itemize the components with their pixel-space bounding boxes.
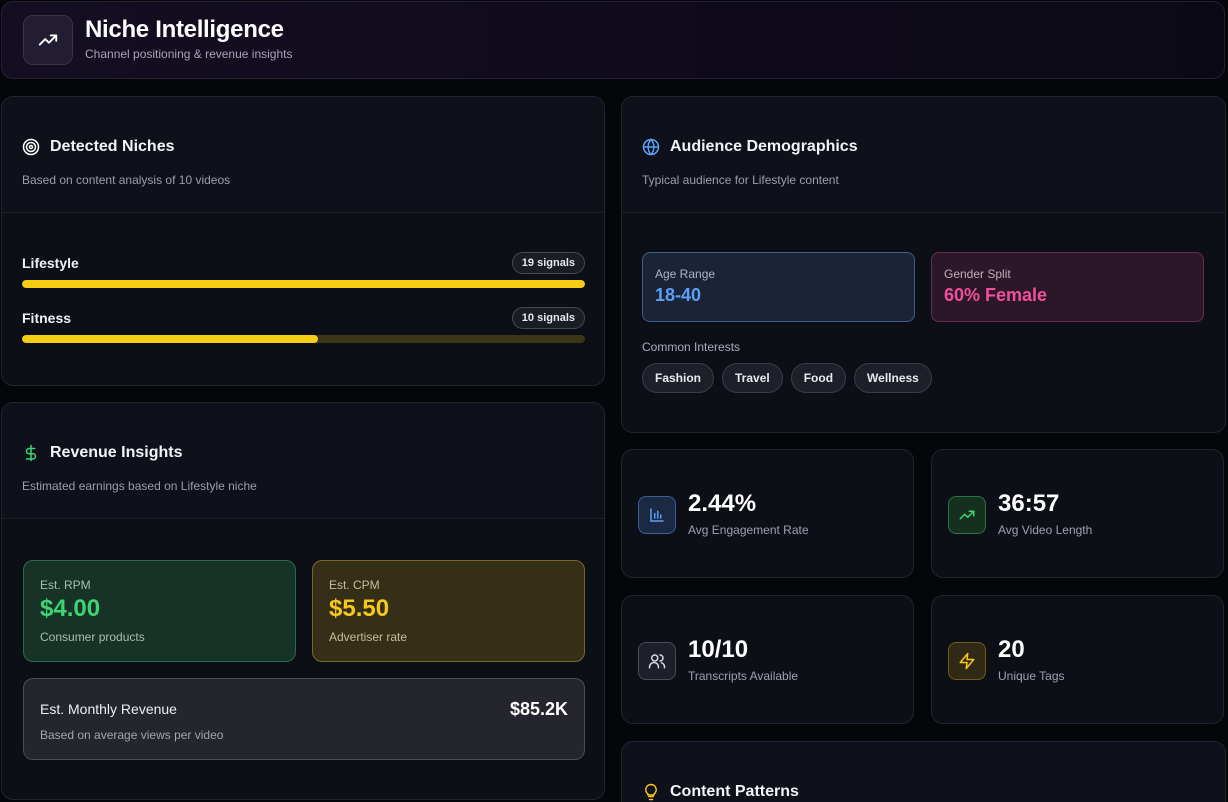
rpm-value: $4.00 bbox=[40, 595, 101, 622]
niche-progress-track bbox=[22, 280, 585, 288]
gender-split-box: Gender Split 60% Female bbox=[931, 252, 1204, 322]
card-header: Audience Demographics Typical audience f… bbox=[622, 97, 1225, 213]
niche-name: Fitness bbox=[22, 310, 72, 326]
interest-chip-fashion[interactable]: Fashion bbox=[642, 363, 715, 393]
trending-up-icon bbox=[948, 496, 986, 534]
card-title: Detected Niches bbox=[22, 138, 175, 156]
cpm-note: Advertiser rate bbox=[329, 630, 408, 644]
engagement-rate-card: 2.44% Avg Engagement Rate bbox=[621, 449, 914, 578]
unique-tags-label: Unique Tags bbox=[998, 669, 1065, 683]
transcripts-value: 10/10 bbox=[688, 636, 749, 663]
audience-title: Audience Demographics bbox=[670, 138, 858, 155]
interests-list: Fashion Travel Food Wellness bbox=[642, 363, 932, 393]
monthly-revenue-value: $85.2K bbox=[509, 699, 568, 719]
engagement-rate-label: Avg Engagement Rate bbox=[688, 523, 809, 537]
card-header: Revenue Insights Estimated earnings base… bbox=[2, 403, 604, 519]
transcripts-label: Transcripts Available bbox=[688, 669, 799, 683]
gender-split-label: Gender Split bbox=[944, 267, 1011, 281]
bar-chart-icon bbox=[638, 496, 676, 534]
interest-chip-travel[interactable]: Travel bbox=[722, 363, 783, 393]
monthly-revenue-note: Based on average views per video bbox=[40, 728, 224, 742]
lightbulb-icon bbox=[642, 783, 660, 801]
niche-progress-fill bbox=[22, 280, 585, 288]
card-title: Revenue Insights bbox=[22, 444, 182, 462]
dollar-icon bbox=[22, 444, 40, 462]
niche-progress-fill bbox=[22, 335, 319, 343]
cpm-value: $5.50 bbox=[329, 595, 390, 622]
revenue-insights-card: Revenue Insights Estimated earnings base… bbox=[1, 402, 605, 800]
transcripts-card: 10/10 Transcripts Available bbox=[621, 595, 914, 724]
globe-icon bbox=[642, 138, 660, 156]
video-length-value: 36:57 bbox=[998, 490, 1060, 517]
age-range-label: Age Range bbox=[655, 267, 716, 281]
gender-split-value: 60% Female bbox=[944, 285, 1048, 305]
rpm-note: Consumer products bbox=[40, 630, 145, 644]
lightning-icon bbox=[948, 642, 986, 680]
page-title: Niche Intelligence bbox=[85, 16, 284, 43]
unique-tags-value: 20 bbox=[998, 636, 1025, 663]
trending-up-icon bbox=[23, 15, 73, 65]
video-length-card: 36:57 Avg Video Length bbox=[931, 449, 1224, 578]
card-title: Content Patterns bbox=[642, 783, 799, 801]
card-header: Content Patterns bbox=[622, 742, 1225, 802]
audience-subtitle: Typical audience for Lifestyle content bbox=[642, 173, 839, 187]
interests-label: Common Interests bbox=[642, 340, 741, 354]
interest-chip-food[interactable]: Food bbox=[790, 363, 847, 393]
cpm-label: Est. CPM bbox=[329, 578, 380, 592]
cpm-box: Est. CPM $5.50 Advertiser rate bbox=[312, 560, 585, 662]
niches-title: Detected Niches bbox=[50, 138, 175, 155]
users-icon bbox=[638, 642, 676, 680]
revenue-subtitle: Estimated earnings based on Lifestyle ni… bbox=[22, 479, 257, 493]
monthly-revenue-box: Est. Monthly Revenue Based on average vi… bbox=[23, 678, 585, 760]
page-subtitle: Channel positioning & revenue insights bbox=[85, 47, 293, 61]
card-header: Detected Niches Based on content analysi… bbox=[2, 97, 604, 213]
niches-subtitle: Based on content analysis of 10 videos bbox=[22, 173, 231, 187]
rpm-label: Est. RPM bbox=[40, 578, 91, 592]
age-range-box: Age Range 18-40 bbox=[642, 252, 915, 322]
engagement-rate-value: 2.44% bbox=[688, 490, 757, 517]
interest-chip-wellness[interactable]: Wellness bbox=[854, 363, 932, 393]
target-icon bbox=[22, 138, 40, 156]
revenue-title: Revenue Insights bbox=[50, 444, 183, 461]
page-header: Niche Intelligence Channel positioning &… bbox=[1, 1, 1225, 79]
video-length-label: Avg Video Length bbox=[998, 523, 1093, 537]
niche-name: Lifestyle bbox=[22, 255, 79, 271]
unique-tags-card: 20 Unique Tags bbox=[931, 595, 1224, 724]
niche-progress-track bbox=[22, 335, 585, 343]
monthly-revenue-title: Est. Monthly Revenue bbox=[40, 701, 177, 717]
detected-niches-card: Detected Niches Based on content analysi… bbox=[1, 96, 605, 386]
card-title: Audience Demographics bbox=[642, 138, 858, 156]
rpm-box: Est. RPM $4.00 Consumer products bbox=[23, 560, 296, 662]
audience-demographics-card: Audience Demographics Typical audience f… bbox=[621, 96, 1226, 433]
patterns-title: Content Patterns bbox=[670, 783, 799, 800]
signals-badge: 10 signals bbox=[511, 307, 585, 329]
content-patterns-card: Content Patterns bbox=[621, 741, 1226, 802]
age-range-value: 18-40 bbox=[655, 285, 702, 305]
signals-badge: 19 signals bbox=[511, 252, 585, 274]
